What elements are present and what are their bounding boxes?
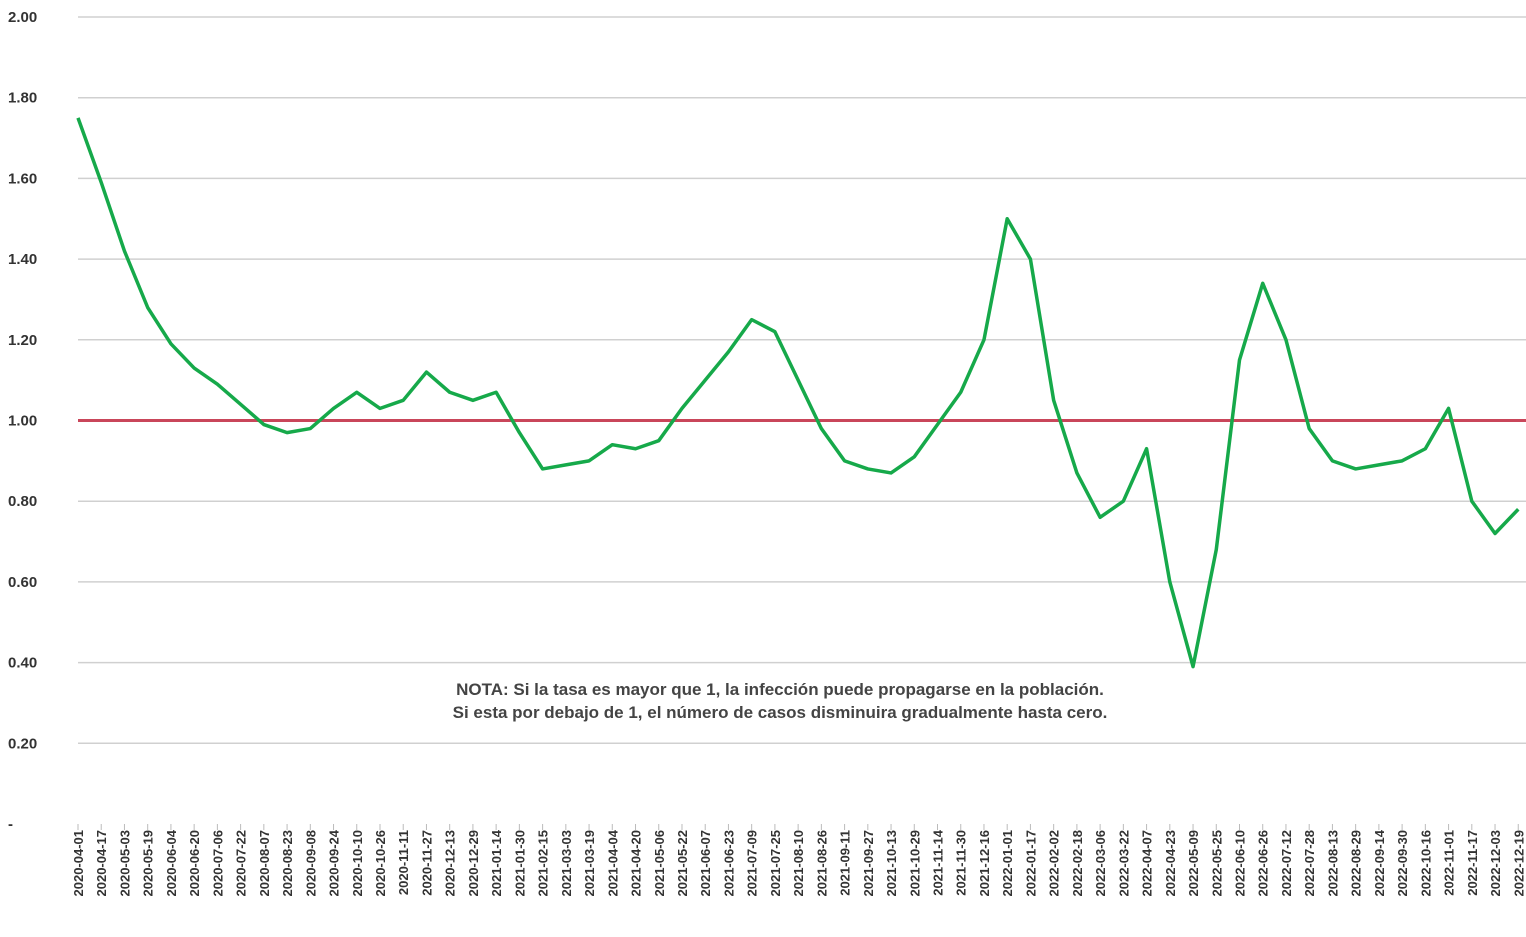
x-tick-label: 2021-08-10 — [791, 830, 806, 897]
x-tick-label: 2022-07-12 — [1279, 830, 1294, 897]
x-tick-label: 2020-05-03 — [117, 830, 132, 897]
x-tick-label: 2022-05-25 — [1209, 830, 1224, 897]
y-tick-label: 0.60 — [8, 574, 37, 591]
annotation: Si esta por debajo de 1, el número de ca… — [453, 703, 1108, 722]
x-tick-label: 2020-11-27 — [419, 830, 434, 896]
x-tick-label: 2021-05-22 — [675, 830, 690, 897]
x-tick-label: 2022-02-02 — [1047, 830, 1062, 897]
x-tick-label: 2020-12-29 — [466, 830, 481, 897]
x-tick-label: 2022-08-29 — [1349, 830, 1364, 897]
x-tick-label: 2021-11-30 — [954, 830, 969, 896]
x-tick-label: 2021-09-11 — [838, 830, 853, 896]
x-tick-label: 2022-01-01 — [1000, 830, 1015, 897]
x-tick-label: 2020-10-10 — [350, 830, 365, 897]
x-tick-label: 2022-08-13 — [1325, 830, 1340, 897]
x-tick-label: 2022-11-17 — [1465, 830, 1480, 896]
x-tick-label: 2022-12-19 — [1511, 830, 1526, 897]
y-tick-label: 1.20 — [8, 332, 37, 349]
x-tick-label: 2020-08-07 — [257, 830, 272, 897]
x-tick-label: 2022-04-07 — [1140, 830, 1155, 897]
annotation: NOTA: Si la tasa es mayor que 1, la infe… — [456, 680, 1104, 699]
x-tick-label: 2021-10-29 — [907, 830, 922, 897]
x-tick-label: 2021-06-07 — [698, 830, 713, 897]
x-tick-label: 2021-07-25 — [768, 830, 783, 897]
x-tick-label: 2021-11-14 — [931, 829, 946, 896]
x-tick-label: 2022-02-18 — [1070, 830, 1085, 897]
x-tick-label: 2020-12-13 — [443, 830, 458, 897]
x-tick-label: 2021-03-19 — [582, 830, 597, 897]
line-series — [76, 117, 1520, 669]
x-tick-label: 2020-04-01 — [71, 830, 86, 897]
y-tick-label: 0.80 — [8, 493, 37, 510]
y-tick-label: 0.40 — [8, 655, 37, 672]
x-tick-label: 2020-06-04 — [164, 829, 179, 896]
x-tick-label: 2022-07-28 — [1302, 830, 1317, 897]
x-tick-label: 2021-04-04 — [605, 829, 620, 896]
x-tick-label: 2020-07-22 — [234, 830, 249, 897]
x-tick-label: 2022-03-06 — [1093, 830, 1108, 897]
y-tick-label: 2.00 — [8, 9, 37, 26]
x-tick-label: 2020-09-08 — [303, 830, 318, 897]
x-tick-label: 2021-03-03 — [559, 830, 574, 897]
x-tick-label: 2022-09-14 — [1372, 829, 1387, 896]
x-tick-label: 2020-11-11 — [396, 830, 411, 895]
x-tick-label: 2020-10-26 — [373, 830, 388, 897]
x-tick-label: 2021-08-26 — [814, 830, 829, 897]
x-tick-label: 2022-10-16 — [1418, 830, 1433, 897]
x-tick-label: 2022-05-09 — [1186, 830, 1201, 897]
x-tick-label: 2021-06-23 — [721, 830, 736, 897]
y-tick-label: 1.00 — [8, 413, 37, 430]
x-tick-label: 2021-07-09 — [745, 830, 760, 897]
x-tick-label: 2020-05-19 — [141, 830, 156, 897]
x-tick-label: 2020-08-23 — [280, 830, 295, 897]
x-tick-label: 2022-04-23 — [1163, 830, 1178, 897]
x-tick-label: 2022-12-03 — [1488, 830, 1503, 897]
x-tick-label: 2020-04-17 — [94, 830, 109, 897]
x-tick-label: 2021-09-27 — [861, 830, 876, 897]
x-tick-label: 2020-06-20 — [187, 830, 202, 897]
x-tick-label: 2022-06-26 — [1256, 830, 1271, 897]
x-tick-label: 2021-04-20 — [629, 830, 644, 897]
y-tick-label: 1.40 — [8, 251, 37, 268]
y-tick-label: 1.60 — [8, 170, 37, 187]
x-tick-label: 2022-01-17 — [1023, 830, 1038, 897]
x-tick-label: 2021-10-13 — [884, 830, 899, 897]
x-tick-label: 2020-09-24 — [327, 829, 342, 896]
x-tick-label: 2020-07-06 — [210, 830, 225, 897]
x-tick-label: 2021-01-30 — [512, 830, 527, 897]
x-tick-label: 2022-09-30 — [1395, 830, 1410, 897]
y-tick-label: 1.80 — [8, 90, 37, 107]
x-tick-label: 2021-01-14 — [489, 829, 504, 896]
y-tick-label: - — [8, 816, 13, 833]
x-tick-label: 2021-12-16 — [977, 830, 992, 897]
x-tick-label: 2022-11-01 — [1442, 830, 1457, 896]
x-tick-label: 2021-05-06 — [652, 830, 667, 897]
x-tick-label: 2021-02-15 — [536, 830, 551, 897]
x-tick-label: 2022-03-22 — [1116, 830, 1131, 897]
x-tick-label: 2022-06-10 — [1233, 830, 1248, 897]
y-tick-label: 0.20 — [8, 735, 37, 752]
